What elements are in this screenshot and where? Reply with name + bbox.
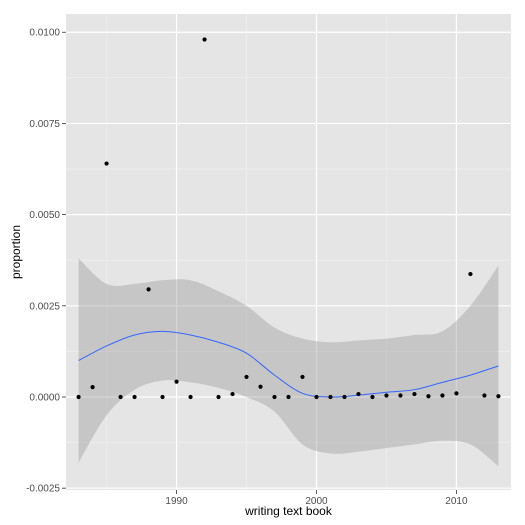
data-point: [216, 394, 221, 400]
x-tick-label: 1990: [165, 496, 188, 507]
confidence-ribbon-layer: [78, 258, 499, 467]
data-point: [342, 394, 347, 400]
confidence-ribbon: [78, 258, 499, 467]
data-point: [286, 394, 291, 400]
data-point: [132, 394, 137, 400]
data-point: [482, 393, 487, 398]
y-tick-label: 0.0025: [29, 301, 60, 312]
x-axis: 1990 2000 2010: [165, 490, 468, 507]
smooth-line-layer: [78, 330, 499, 398]
data-point: [468, 271, 473, 277]
y-axis: -0.0025 0.0000 0.0025 0.0050 0.0075 0.0100: [26, 28, 66, 495]
data-point: [76, 394, 81, 400]
data-point: [258, 384, 263, 389]
points-layer: [76, 37, 501, 400]
data-point: [398, 393, 403, 398]
data-point: [384, 393, 389, 398]
smooth-line: [78, 330, 499, 398]
x-tick-label: 2010: [445, 496, 468, 507]
data-point: [202, 37, 207, 42]
data-point: [412, 391, 417, 397]
data-point: [300, 374, 305, 380]
y-axis-title: proportion: [9, 225, 23, 279]
data-point: [90, 385, 95, 390]
data-point: [174, 379, 179, 384]
data-point: [454, 391, 459, 396]
data-point: [356, 391, 361, 397]
data-point: [370, 394, 375, 400]
y-tick-label: 0.0100: [29, 28, 60, 39]
y-tick-label: -0.0025: [26, 484, 60, 495]
data-point: [496, 394, 501, 399]
data-point: [230, 391, 235, 397]
data-point: [160, 394, 165, 400]
data-point: [440, 393, 445, 398]
data-point: [328, 394, 333, 400]
major-grid: [66, 14, 511, 490]
data-point: [104, 161, 109, 166]
data-point: [272, 394, 277, 400]
x-tick-label: 2000: [305, 496, 328, 507]
data-point: [118, 394, 123, 400]
data-point: [146, 287, 151, 292]
x-axis-title: writing text book: [244, 504, 333, 518]
data-point: [426, 394, 431, 399]
y-tick-label: 0.0075: [29, 119, 60, 130]
plot-panel: [66, 14, 511, 490]
data-point: [188, 394, 193, 400]
data-point: [244, 374, 249, 380]
y-tick-label: 0.0000: [29, 392, 60, 403]
minor-grid: [66, 14, 511, 490]
y-tick-label: 0.0050: [29, 210, 60, 221]
data-point: [314, 394, 319, 400]
